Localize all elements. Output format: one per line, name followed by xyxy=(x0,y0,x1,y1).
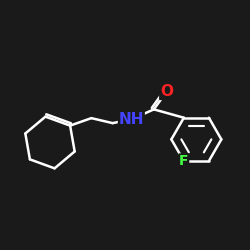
Text: NH: NH xyxy=(118,112,144,127)
Text: O: O xyxy=(160,84,173,100)
Text: F: F xyxy=(179,154,188,168)
